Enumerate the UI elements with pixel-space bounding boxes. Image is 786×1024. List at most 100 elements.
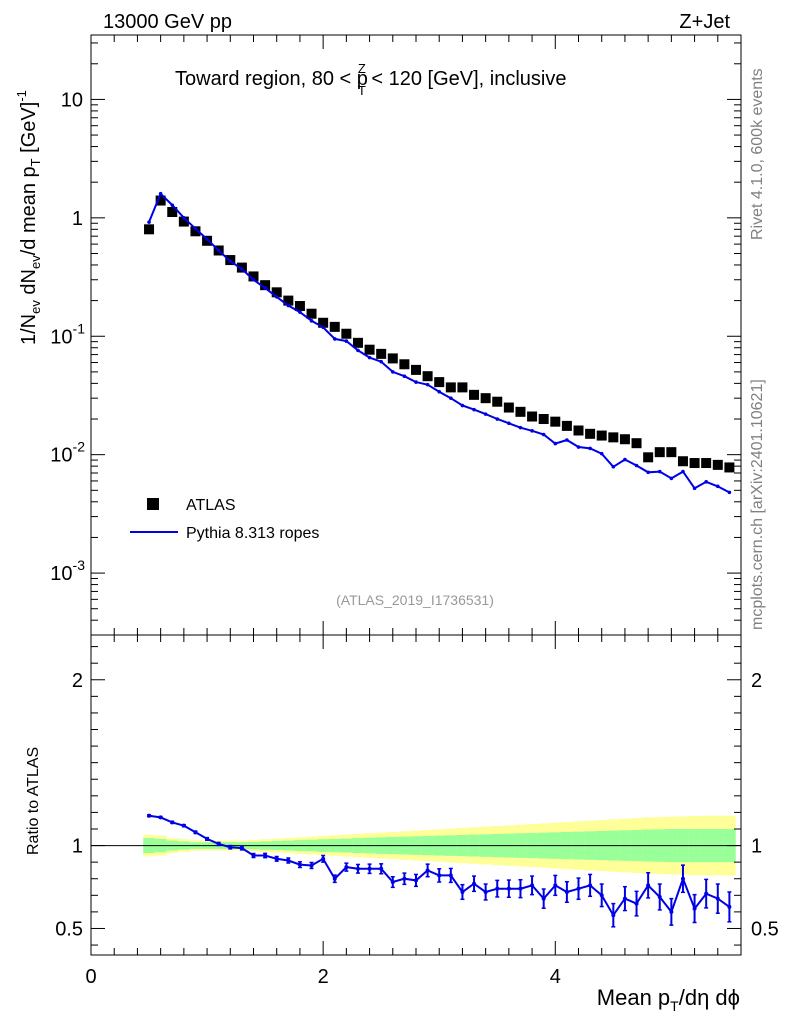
atlas-data-point <box>271 287 282 298</box>
atlas-data-point <box>503 402 514 413</box>
ratio-point <box>680 876 685 881</box>
atlas-data-point <box>608 432 619 443</box>
ratio-point <box>564 889 569 894</box>
ratio-point <box>332 876 337 881</box>
mc-point <box>205 237 209 242</box>
mc-point <box>390 370 395 374</box>
analysis-label: (ATLAS_2019_I1736531) <box>336 592 494 608</box>
mc-point <box>530 429 534 433</box>
ratio-point <box>518 886 523 891</box>
atlas-data-point <box>155 195 166 206</box>
atlas-data-point <box>457 382 468 393</box>
y-tick-label: 10-3 <box>50 557 85 585</box>
legend-mc-label: Pythia 8.313 ropes <box>186 525 319 542</box>
mc-point <box>309 319 314 323</box>
ratio-point <box>297 862 302 867</box>
mc-point <box>147 220 151 224</box>
mc-point <box>344 339 349 343</box>
ratio-point <box>170 820 175 825</box>
atlas-data-point <box>654 447 665 458</box>
mc-point <box>704 480 708 484</box>
header-process-label: Z+Jet <box>679 11 730 33</box>
mc-point <box>182 216 186 220</box>
atlas-data-point <box>399 359 410 370</box>
mc-point <box>692 486 697 491</box>
ratio-point <box>472 881 477 886</box>
x-axis-label: Mean pT/dη dϕ <box>597 985 740 1014</box>
atlas-data-point <box>573 425 584 436</box>
mc-point <box>193 226 198 231</box>
atlas-data-point <box>643 452 654 463</box>
atlas-data-point <box>619 434 630 445</box>
mc-point <box>646 470 650 475</box>
ratio-point <box>692 906 697 911</box>
ratio-point <box>216 841 221 846</box>
y-tick-label: 10 <box>61 89 83 111</box>
ratio-point <box>425 868 430 873</box>
ratio-point <box>286 858 291 863</box>
mc-point <box>576 445 581 449</box>
x-tick-label: 4 <box>550 966 561 988</box>
mc-point <box>321 325 325 330</box>
ratio-point <box>646 883 651 888</box>
mcplots-label: mcplots.cern.ch [arXiv:2401.10621] <box>749 379 766 630</box>
mc-point <box>599 451 604 456</box>
mc-point <box>588 446 592 451</box>
ratio-point <box>239 846 244 851</box>
ratio-point <box>541 896 546 901</box>
mc-point <box>170 203 175 207</box>
atlas-data-point <box>283 295 294 306</box>
atlas-data-point <box>631 438 642 449</box>
atlas-data-point <box>341 328 352 339</box>
main-plot-frame <box>90 34 742 636</box>
atlas-data-point <box>585 428 596 439</box>
ratio-y-tick-label-right: 2 <box>751 670 762 692</box>
ratio-point <box>506 886 511 891</box>
ratio-point <box>599 893 604 898</box>
mc-point <box>425 382 430 387</box>
ratio-plot-axes: 0 2 4 0.5 0.5 1 1 2 2 <box>55 634 779 988</box>
legend: ATLAS Pythia 8.313 ropes <box>130 497 319 542</box>
atlas-data-point <box>527 411 538 422</box>
mc-point <box>228 259 233 264</box>
ratio-point <box>530 883 535 888</box>
atlas-data-point <box>422 371 433 382</box>
mc-point <box>483 412 488 416</box>
ratio-y-tick-label: 2 <box>72 670 83 692</box>
mc-point <box>332 337 337 341</box>
mc-point <box>634 463 639 468</box>
mc-point <box>495 417 500 421</box>
atlas-data-point <box>469 389 480 400</box>
ratio-point <box>402 876 407 881</box>
ratio-point <box>715 896 720 901</box>
atlas-data-point <box>294 301 305 312</box>
mc-point <box>263 286 267 290</box>
mc-point <box>216 248 221 253</box>
mc-point <box>681 469 685 474</box>
ratio-point <box>193 830 198 835</box>
atlas-data-point <box>248 271 259 282</box>
ratio-point <box>622 896 627 901</box>
rivet-version-label: Rivet 4.1.0, 600k events <box>749 68 766 240</box>
mc-point <box>669 476 674 481</box>
atlas-data-point <box>376 348 387 359</box>
mc-point <box>449 396 453 400</box>
mc-point <box>251 277 256 282</box>
mc-point <box>286 303 291 308</box>
mc-point <box>623 457 627 462</box>
ratio-point <box>321 856 326 861</box>
atlas-data-point <box>260 280 271 291</box>
ratio-y-tick-label-right: 1 <box>751 836 762 858</box>
ratio-y-tick-label-right: 0.5 <box>751 918 779 940</box>
ratio-point <box>483 889 488 894</box>
mc-point <box>518 425 523 430</box>
y-tick-label: 10-1 <box>50 320 85 348</box>
atlas-data-point <box>352 337 363 348</box>
atlas-data-point <box>677 456 688 467</box>
atlas-data-point <box>538 414 549 425</box>
plot-title: Toward region, 80 < pZ T < 120 [GeV], inc… <box>175 61 566 98</box>
ratio-point <box>228 845 233 850</box>
atlas-data-point <box>712 459 723 470</box>
mc-point <box>298 310 302 314</box>
y-tick-label: 10-2 <box>50 439 85 467</box>
